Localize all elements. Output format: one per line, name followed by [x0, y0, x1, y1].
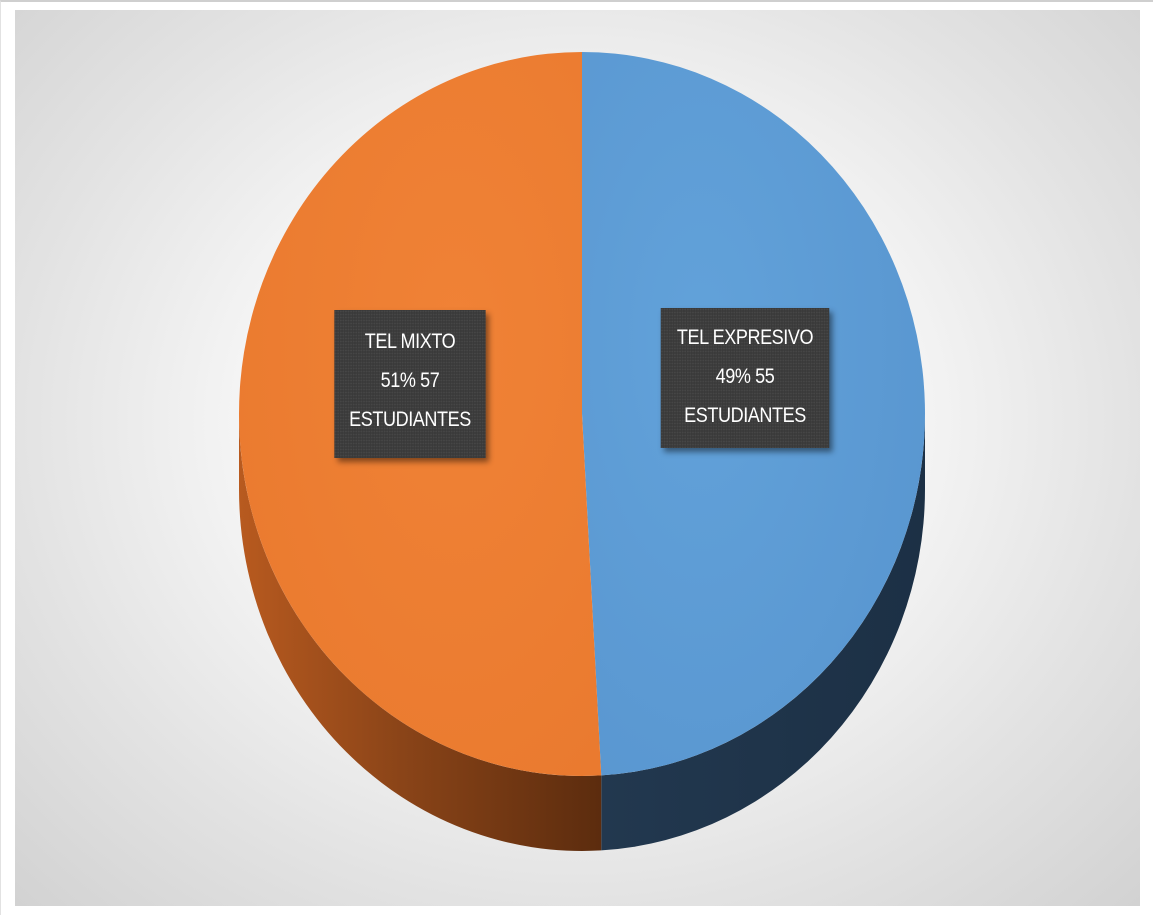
- pie-side-tel-expresivo: [601, 414, 926, 851]
- pie-side-tel-mixto: [239, 414, 602, 851]
- label-line: ESTUDIANTES: [684, 404, 806, 427]
- label-line: TEL MIXTO: [364, 330, 456, 353]
- label-line: TEL EXPRESIVO: [676, 326, 814, 349]
- pie-sides: [239, 414, 926, 851]
- data-label-tel-mixto: TEL MIXTO 51% 57 ESTUDIANTES: [334, 310, 486, 458]
- label-line: 51% 57: [380, 369, 440, 392]
- label-line: ESTUDIANTES: [349, 408, 471, 431]
- data-label-tel-expresivo: TEL EXPRESIVO 49% 55 ESTUDIANTES: [660, 308, 830, 448]
- label-line: 49% 55: [715, 365, 775, 388]
